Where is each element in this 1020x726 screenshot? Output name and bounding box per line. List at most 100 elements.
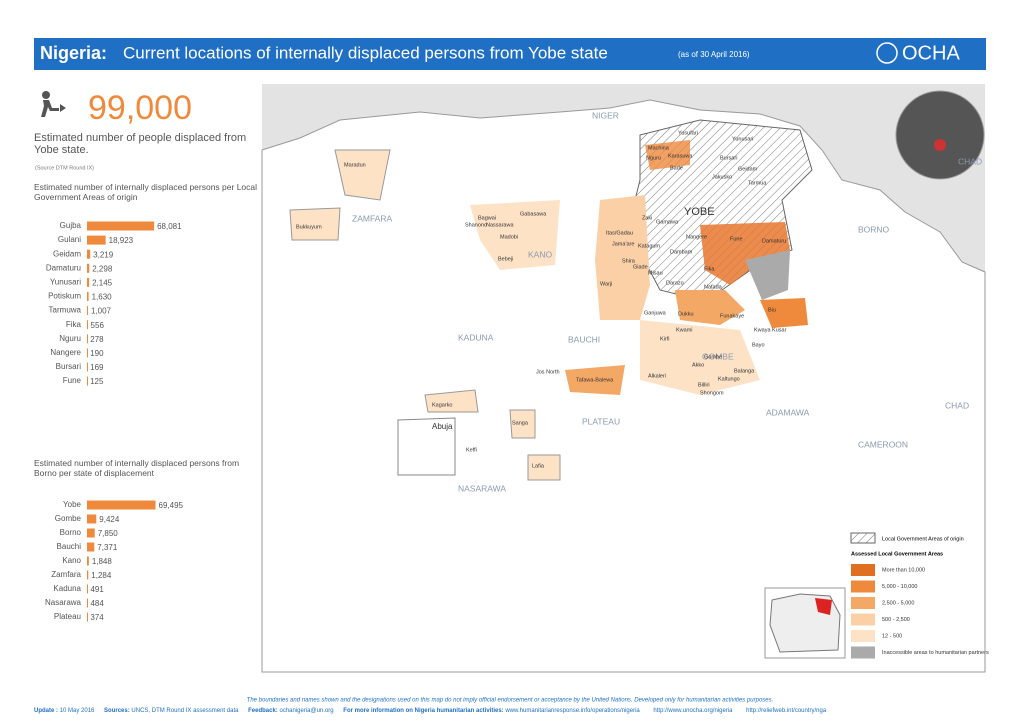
lga-title-box: Estimated number of internally displaced…	[34, 182, 257, 202]
lga-label: Keffi	[466, 447, 477, 453]
title-date: (as of 30 April 2016)	[678, 50, 750, 59]
value-label: 7,371	[97, 543, 118, 552]
total: 99,000	[88, 89, 192, 127]
bar	[87, 306, 88, 316]
state-label: ZAMFARA	[352, 213, 392, 223]
lga-label: Karasuwa	[668, 153, 693, 159]
bar	[87, 249, 91, 259]
lga-label: Funakaye	[720, 313, 744, 319]
lga-label: Misau	[648, 270, 663, 276]
category-label: Damaturu	[46, 263, 81, 272]
value-label: 69,495	[159, 501, 184, 510]
area	[595, 195, 650, 320]
lga-label: Alkaleri	[648, 373, 666, 379]
lga-label: Kagarko	[432, 402, 453, 408]
bar	[87, 362, 88, 372]
value[interactable]: ochanigeria@un.org	[279, 708, 333, 714]
value-label: 278	[90, 335, 104, 344]
area	[334, 149, 391, 201]
legend-label: Local Government Areas of origin	[882, 536, 964, 542]
lga-label: Madobi	[500, 234, 518, 240]
nigeria	[261, 99, 986, 673]
area	[509, 409, 536, 439]
legend-label: 2,500 - 5,000	[882, 600, 914, 606]
value: 10 May 2016	[60, 708, 95, 714]
value-label: 2,145	[92, 279, 113, 288]
bar	[87, 334, 88, 344]
area	[640, 320, 760, 395]
lga-label: Yusufari	[678, 130, 698, 136]
lga-label: Kaltungo	[718, 376, 740, 382]
lga-label: Machina	[648, 145, 670, 151]
lga-label: Shira	[622, 258, 636, 264]
lga-label: Gamawa	[656, 219, 679, 225]
lga-label: Zaki	[642, 215, 652, 221]
lga-label: Abuja	[432, 422, 453, 431]
area	[289, 207, 341, 241]
lga-label: Kirfi	[660, 336, 669, 342]
area-gujba	[700, 222, 790, 285]
state-label: PLATEAU	[582, 416, 620, 426]
category-label: Kaduna	[53, 584, 81, 593]
bar	[87, 612, 88, 622]
value-label: 3,219	[93, 250, 114, 259]
state-label: NIGER	[592, 110, 619, 120]
category-label: Yunusari	[50, 278, 81, 287]
state-label: CHAD	[958, 156, 982, 166]
area-biu	[760, 298, 808, 328]
value-label: 7,850	[98, 529, 119, 538]
state-label: KADUNA	[458, 332, 494, 342]
bar	[87, 570, 89, 580]
value-label: 1,848	[92, 557, 113, 566]
bar	[87, 556, 89, 566]
bar	[87, 584, 88, 594]
lga-label: Dambam	[670, 249, 693, 255]
lga-label: Bayo	[752, 342, 765, 348]
lga-label: Balanga	[734, 368, 755, 374]
link[interactable]: http://www.unocha.org/nigeria	[653, 708, 733, 714]
bar	[87, 221, 155, 231]
bar	[87, 263, 90, 273]
lga-label: Darazo	[666, 280, 684, 286]
category-label: Nguru	[59, 334, 81, 343]
category-label: Tarmuwa	[49, 306, 82, 315]
globe	[895, 90, 985, 180]
label: Feedback:	[248, 708, 278, 714]
area	[565, 365, 625, 395]
value-label: 484	[90, 599, 104, 608]
bar	[87, 528, 95, 538]
bar	[87, 277, 90, 287]
lga-label: Bukkuyum	[296, 224, 322, 230]
bar	[87, 376, 88, 386]
legend-label: 12 - 500	[882, 633, 902, 639]
bar	[87, 598, 88, 608]
category-label: Nasarawa	[45, 598, 82, 607]
lga-label: Dukku	[678, 311, 694, 317]
category-label: Gulani	[58, 235, 81, 244]
state-title: Estimated number of internally displaced…	[34, 458, 240, 478]
legend-swatch	[851, 630, 875, 642]
inset-yobe	[815, 598, 832, 615]
bar	[87, 348, 88, 358]
link[interactable]: www.humanitarianresponse.info/operations…	[504, 708, 640, 714]
bar	[87, 542, 95, 552]
lga-label: Nassarawa	[486, 222, 514, 228]
lga-label: Katagum	[638, 243, 660, 249]
lga-label: Lafia	[532, 463, 545, 469]
lga-label: Jos North	[536, 369, 560, 375]
lga-label: Geidam	[738, 166, 758, 172]
link[interactable]: http://reliefweb.int/country/nga	[746, 708, 827, 714]
bar	[87, 235, 106, 245]
category-label: Borno	[60, 528, 82, 537]
area	[527, 454, 561, 481]
legend-label: More than 10,000	[882, 567, 925, 573]
lga-label: Gabasawa	[520, 211, 547, 217]
globe-nigeria	[934, 139, 946, 151]
legend-swatch	[851, 597, 875, 609]
lga-label: Jakusko	[712, 174, 732, 180]
value-label: 125	[90, 377, 104, 386]
legend-swatch	[850, 532, 876, 544]
header-bar	[34, 38, 986, 70]
value-label: 9,424	[99, 515, 120, 524]
